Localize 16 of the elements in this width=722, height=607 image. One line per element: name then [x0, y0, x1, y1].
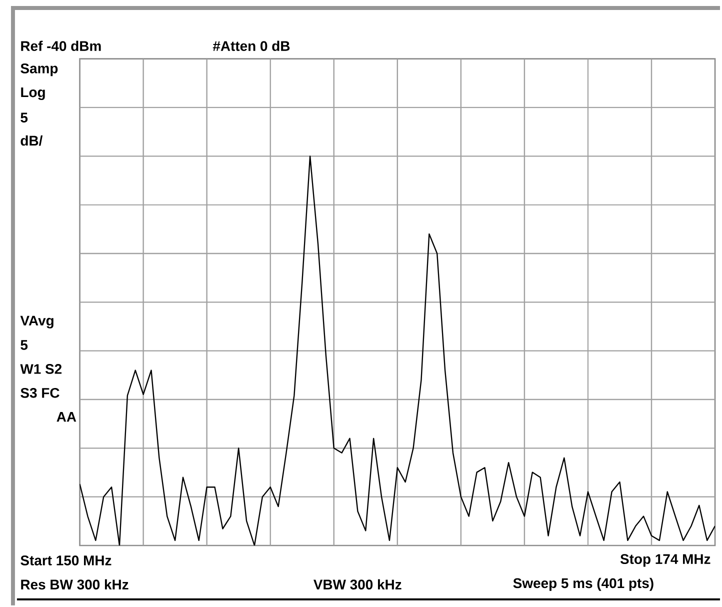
text: VAvg [20, 316, 54, 328]
text: Ref -40 dBm [21, 40, 101, 51]
text: Stop 174 MHz [620, 554, 710, 567]
text: #Atten 0 dB [212, 40, 290, 51]
text: 5 [20, 112, 28, 122]
text: Sweep 5 ms (401 pts) [513, 578, 654, 591]
text: Start 150 MHz [20, 555, 112, 566]
text: Res BW 300 kHz [21, 579, 128, 590]
text: Log [21, 87, 45, 100]
text: AA [56, 412, 76, 422]
text: VBW 300 kHz [314, 579, 402, 590]
text: dB/ [20, 135, 43, 146]
text: 5 [20, 340, 28, 350]
text: Samp [20, 63, 58, 76]
text: S3 FC [20, 388, 60, 398]
text: W1 S2 [20, 364, 62, 374]
